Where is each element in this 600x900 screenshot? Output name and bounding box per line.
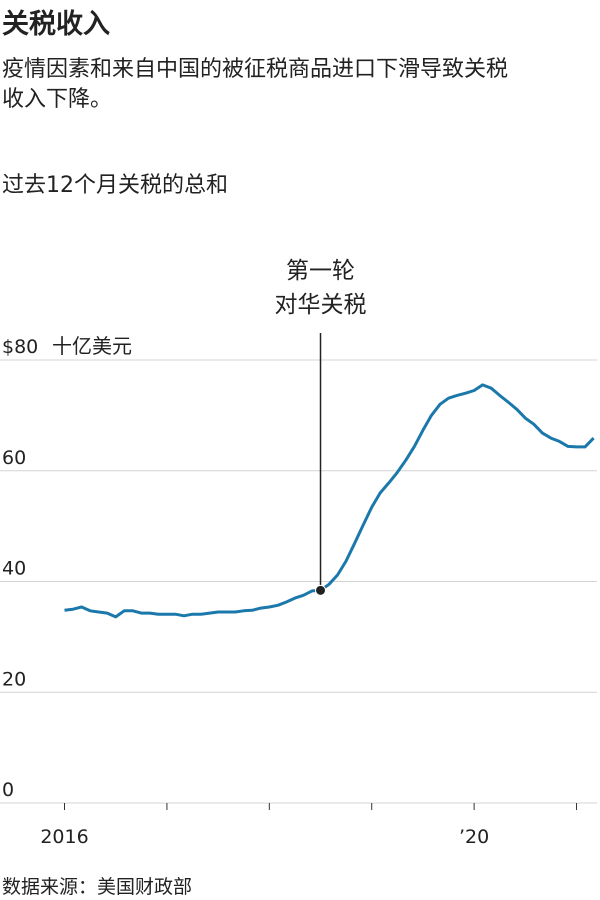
source: 数据来源：美国财政部 [2,876,192,898]
y-tick-label: 0 [2,779,14,801]
data-line [64,383,595,619]
y-tick-label: $80 [2,336,38,358]
x-tick-label: 2016 [40,826,88,848]
annotation-text: 第一轮 [286,258,355,284]
y-tick-label: 20 [2,668,26,690]
y-unit-label: 十亿美元 [52,334,132,358]
y-tick-label: 40 [2,558,26,580]
chart-subtitle: 疫情因素和来自中国的被征税商品进口下滑导致关税收入下降。 [2,57,508,112]
annotation-text: 对华关税 [275,292,367,318]
chart-label: 过去12个月关税的总和 [2,173,228,198]
chart-title: 关税收入 [2,9,110,40]
x-tick-label: ’20 [459,826,489,848]
annotation-marker [315,584,327,596]
y-tick-label: 60 [2,447,26,469]
